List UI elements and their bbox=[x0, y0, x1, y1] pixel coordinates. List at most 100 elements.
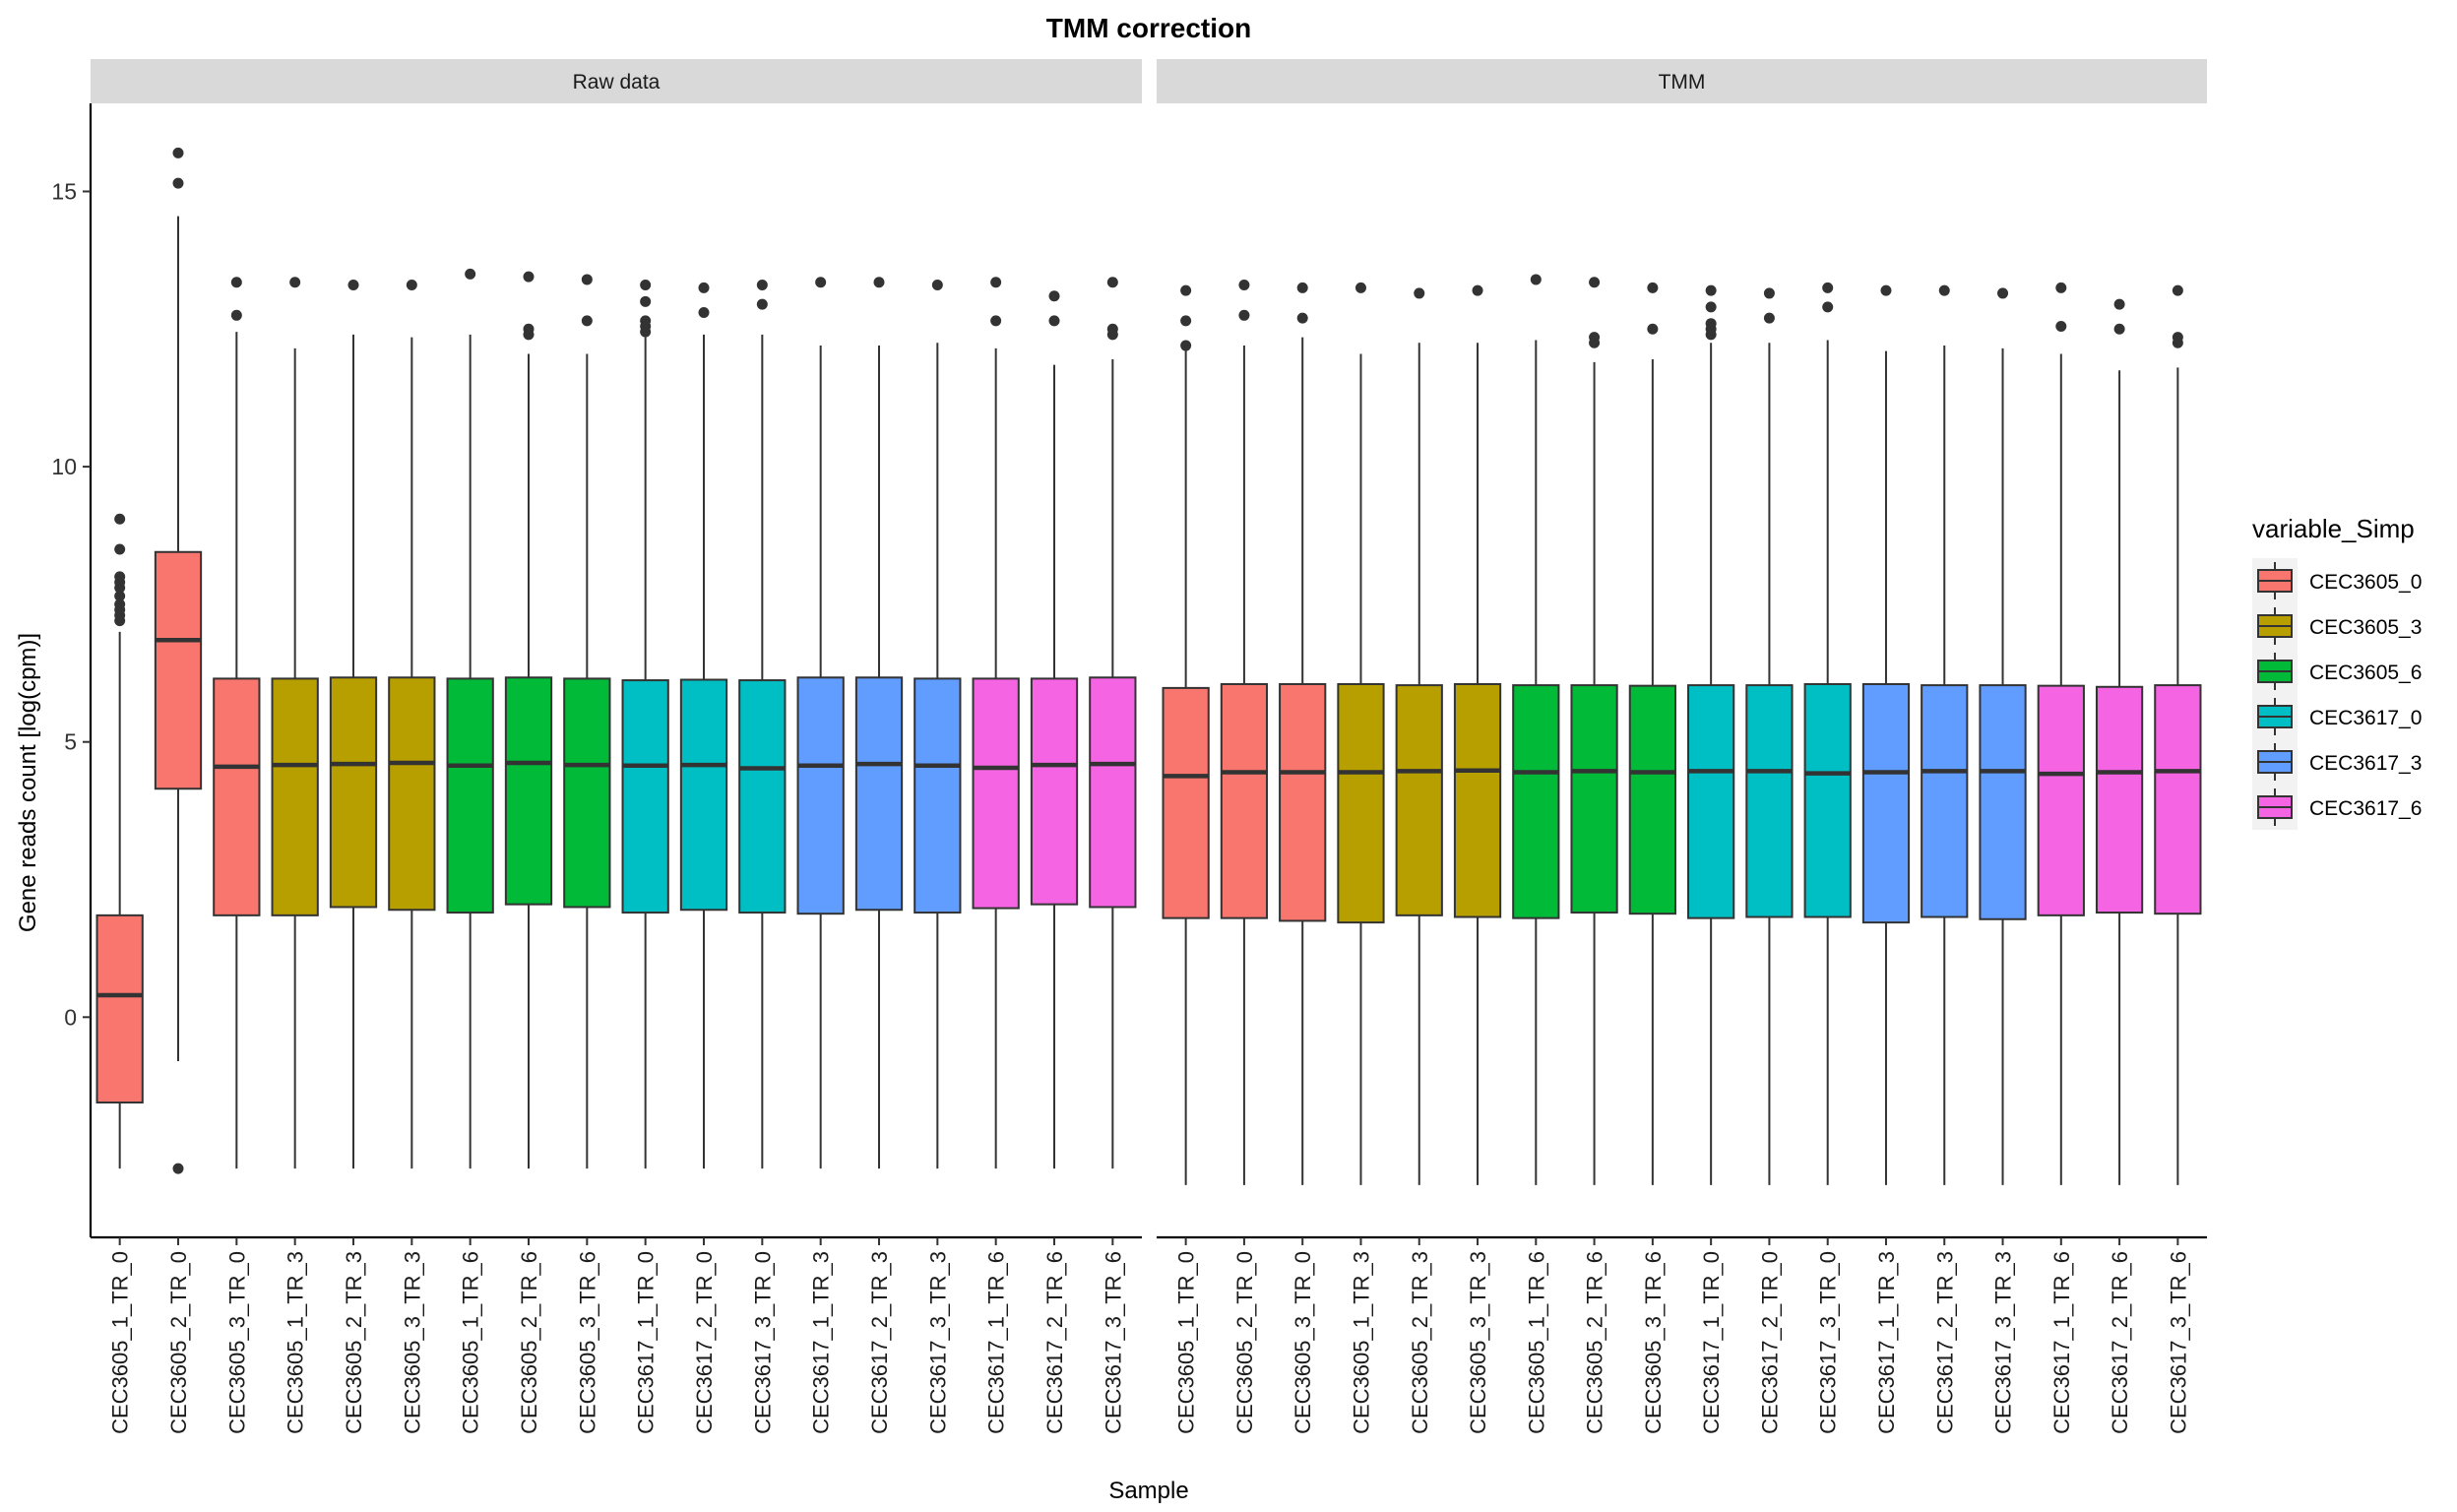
box-iqr bbox=[1162, 686, 1210, 919]
outlier-point bbox=[114, 598, 126, 610]
outlier-point bbox=[1880, 284, 1892, 296]
legend-label: CEC3617_6 bbox=[2309, 797, 2422, 820]
box-iqr bbox=[271, 677, 319, 916]
box-CEC3617_1_TR_0 bbox=[621, 280, 669, 1169]
x-tick-label: CEC3605_2_TR_3 bbox=[342, 1251, 366, 1434]
y-tick-label: 5 bbox=[64, 729, 77, 755]
x-tick-label: CEC3605_1_TR_3 bbox=[1349, 1251, 1373, 1434]
box-iqr bbox=[1921, 684, 1969, 918]
x-tick-label: CEC3605_2_TR_6 bbox=[517, 1251, 541, 1434]
outlier-point bbox=[1705, 318, 1717, 330]
box-CEC3605_1_TR_0 bbox=[95, 513, 144, 1169]
x-tick-label: CEC3605_2_TR_3 bbox=[1408, 1251, 1432, 1434]
facet-strip-label: Raw data bbox=[573, 71, 661, 94]
outlier-point bbox=[1997, 287, 2009, 299]
x-tick-label: CEC3617_2_TR_3 bbox=[1932, 1251, 1957, 1434]
box-CEC3617_1_TR_6 bbox=[2037, 282, 2085, 1185]
outlier-point bbox=[756, 298, 768, 310]
x-tick-label: CEC3605_3_TR_6 bbox=[575, 1251, 599, 1434]
box-iqr bbox=[1803, 682, 1852, 918]
outlier-point bbox=[1647, 282, 1659, 293]
box-CEC3605_1_TR_6 bbox=[1512, 274, 1560, 1185]
box-iqr bbox=[329, 676, 378, 909]
outlier-point bbox=[230, 277, 242, 288]
x-tick-label: CEC3605_3_TR_3 bbox=[400, 1251, 424, 1434]
outlier-point bbox=[2113, 323, 2125, 335]
outlier-point bbox=[1414, 287, 1425, 299]
facet-strip-label: TMM bbox=[1659, 71, 1706, 94]
outlier-point bbox=[1763, 287, 1775, 299]
x-tick-label: CEC3617_1_TR_3 bbox=[809, 1251, 834, 1434]
box-CEC3605_3_TR_6 bbox=[1628, 282, 1676, 1185]
outlier-point bbox=[1589, 277, 1601, 288]
outlier-point bbox=[1472, 284, 1483, 296]
outlier-point bbox=[990, 277, 1002, 288]
outlier-point bbox=[1048, 315, 1060, 327]
outlier-point bbox=[1822, 301, 1834, 313]
box-iqr bbox=[1745, 684, 1794, 918]
box-iqr bbox=[213, 677, 261, 916]
x-tick-label: CEC3617_2_TR_3 bbox=[867, 1251, 892, 1434]
box-CEC3605_1_TR_3 bbox=[1337, 282, 1385, 1185]
y-tick-label: 10 bbox=[51, 454, 77, 479]
facet-strip bbox=[91, 59, 1142, 103]
box-CEC3617_2_TR_0 bbox=[679, 282, 728, 1169]
outlier-point bbox=[1705, 301, 1717, 313]
outlier-point bbox=[873, 277, 885, 288]
box-CEC3605_3_TR_3 bbox=[1453, 284, 1502, 1185]
outlier-point bbox=[1647, 323, 1659, 335]
box-CEC3617_3_TR_0 bbox=[1803, 282, 1852, 1185]
x-tick-label: CEC3617_1_TR_0 bbox=[634, 1251, 659, 1434]
x-tick-label: CEC3617_2_TR_0 bbox=[692, 1251, 717, 1434]
box-CEC3617_3_TR_3 bbox=[1979, 287, 2027, 1185]
box-iqr bbox=[2154, 684, 2202, 915]
box-iqr bbox=[1687, 684, 1735, 919]
box-CEC3605_2_TR_3 bbox=[1395, 287, 1443, 1185]
legend-label: CEC3617_0 bbox=[2309, 707, 2422, 729]
box-iqr bbox=[1453, 682, 1502, 918]
outlier-point bbox=[1530, 274, 1542, 285]
facet-panels: Raw data 0 5 10 15 CEC3605_1_TR_0 CEC3605_2_TR… bbox=[51, 59, 2207, 1434]
box-CEC3605_1_TR_6 bbox=[446, 268, 494, 1169]
box-CEC3617_3_TR_3 bbox=[914, 280, 962, 1169]
box-CEC3617_2_TR_6 bbox=[1030, 290, 1079, 1169]
outlier-point bbox=[1822, 282, 1834, 293]
outlier-point bbox=[1589, 332, 1601, 344]
x-tick-label: CEC3605_3_TR_3 bbox=[1466, 1251, 1490, 1434]
facet-strip bbox=[1157, 59, 2207, 103]
outlier-point bbox=[1106, 277, 1118, 288]
outlier-point bbox=[2172, 284, 2183, 296]
box-CEC3617_2_TR_0 bbox=[1745, 287, 1794, 1185]
x-tick-label: CEC3617_1_TR_3 bbox=[1874, 1251, 1899, 1434]
outlier-point bbox=[1763, 312, 1775, 324]
x-tick-label: CEC3617_3_TR_3 bbox=[925, 1251, 950, 1434]
legend-item-CEC3617_0: CEC3617_0 bbox=[2252, 694, 2422, 739]
box-iqr bbox=[621, 679, 669, 914]
outlier-point bbox=[172, 177, 184, 189]
box-iqr bbox=[854, 676, 904, 912]
x-tick-label: CEC3605_1_TR_0 bbox=[1174, 1251, 1199, 1434]
x-tick-label: CEC3605_3_TR_0 bbox=[224, 1251, 249, 1434]
x-tick-label: CEC3617_1_TR_6 bbox=[2049, 1251, 2074, 1434]
y-tick-label: 15 bbox=[51, 178, 77, 204]
box-iqr bbox=[446, 677, 494, 914]
box-iqr bbox=[1861, 682, 1911, 924]
outlier-point bbox=[114, 591, 126, 602]
x-axis-title: Sample bbox=[1108, 1478, 1188, 1504]
box-CEC3617_2_TR_6 bbox=[2095, 298, 2144, 1185]
outlier-point bbox=[465, 268, 476, 280]
legend-item-CEC3605_6: CEC3605_6 bbox=[2252, 649, 2422, 694]
box-CEC3605_2_TR_0 bbox=[1220, 280, 1269, 1185]
legend: variable_Simp CEC3605_0 CEC3605_3 CEC3605_… bbox=[2252, 514, 2422, 830]
box-CEC3605_2_TR_0 bbox=[154, 147, 203, 1174]
outlier-point bbox=[1106, 323, 1118, 335]
outlier-point bbox=[172, 147, 184, 158]
x-tick-label: CEC3605_2_TR_0 bbox=[1232, 1251, 1257, 1434]
outlier-point bbox=[406, 280, 417, 291]
y-tick-label: 0 bbox=[64, 1004, 77, 1030]
outlier-point bbox=[1938, 284, 1950, 296]
box-CEC3605_2_TR_3 bbox=[329, 280, 378, 1169]
outlier-point bbox=[1180, 340, 1192, 351]
box-CEC3605_1_TR_3 bbox=[271, 277, 319, 1169]
